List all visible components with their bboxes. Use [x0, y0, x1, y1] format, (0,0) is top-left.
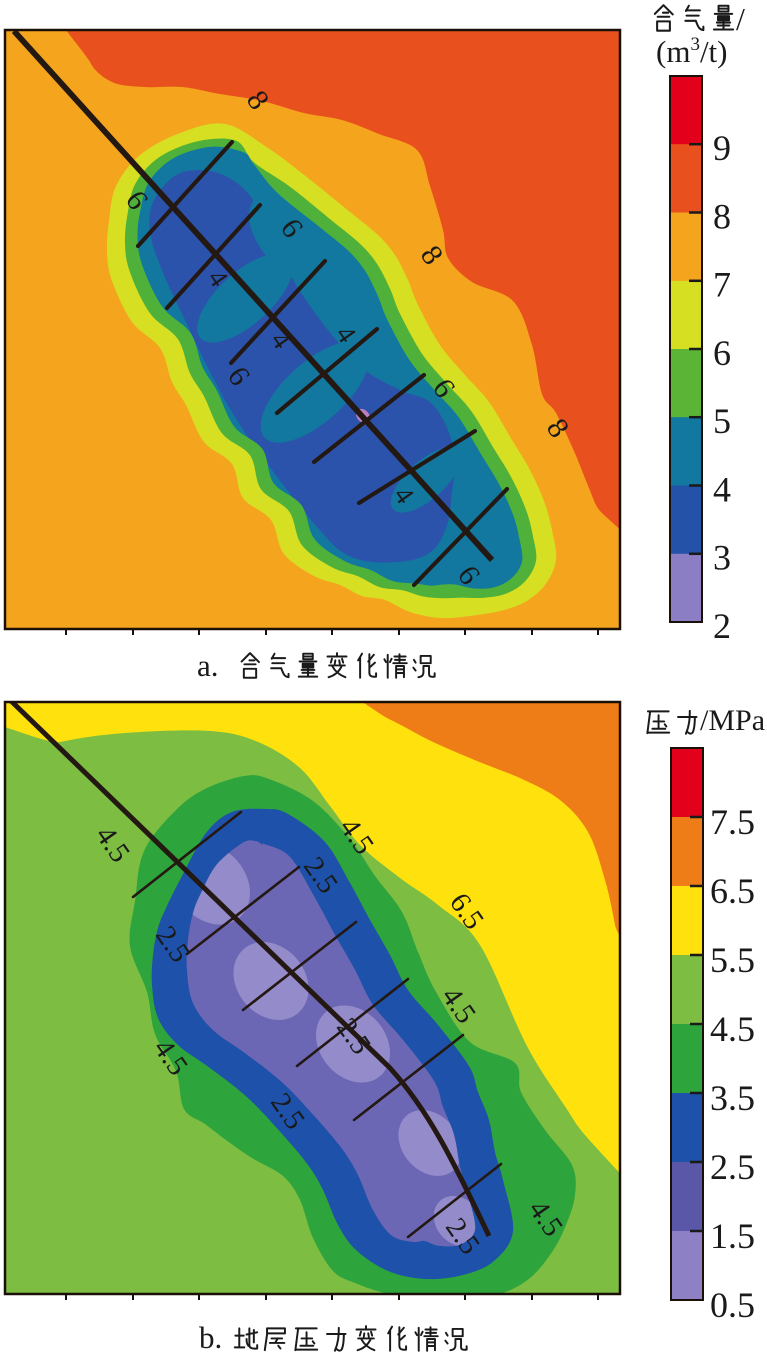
svg-text:6: 6 [713, 333, 731, 373]
svg-text:3.5: 3.5 [710, 1078, 755, 1118]
svg-text:1.5: 1.5 [710, 1216, 755, 1256]
svg-text:4.5: 4.5 [710, 1009, 755, 1049]
svg-text:6.5: 6.5 [710, 871, 755, 911]
svg-text:0.5: 0.5 [710, 1285, 755, 1325]
svg-text:9: 9 [713, 128, 731, 168]
svg-text:5.5: 5.5 [710, 940, 755, 980]
svg-text:3: 3 [713, 538, 731, 578]
svg-text:7.5: 7.5 [710, 802, 755, 842]
svg-text:/: / [736, 1, 745, 37]
svg-text:b.: b. [199, 1320, 222, 1354]
svg-text:a.: a. [197, 648, 219, 683]
svg-text:8: 8 [713, 196, 731, 236]
svg-text:2: 2 [713, 606, 731, 646]
svg-text:2.5: 2.5 [710, 1147, 755, 1187]
svg-text:4: 4 [713, 469, 731, 509]
svg-text:7: 7 [713, 265, 731, 305]
svg-text:/MPa: /MPa [700, 704, 765, 737]
svg-text:5: 5 [713, 401, 731, 441]
